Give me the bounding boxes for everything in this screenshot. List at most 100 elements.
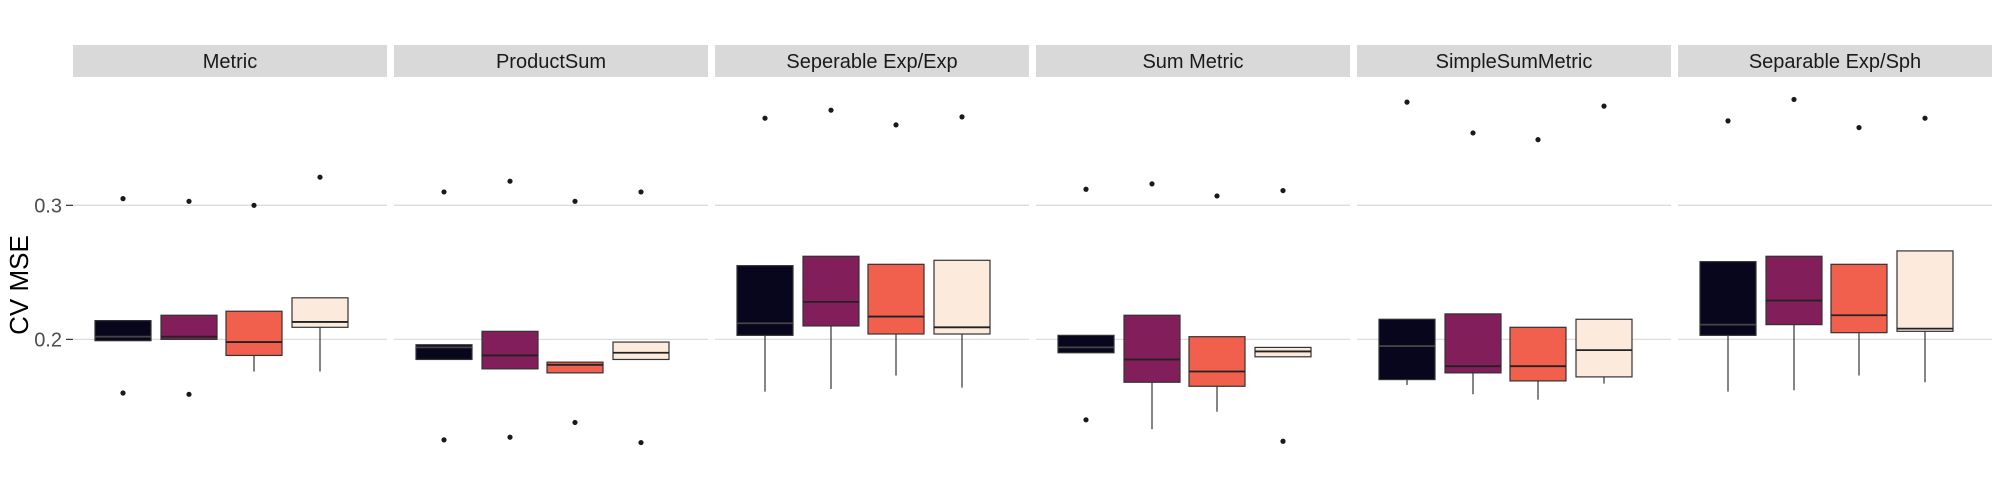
boxplot-box <box>1509 137 1567 400</box>
facet-strip-label: Sum Metric <box>1142 51 1243 73</box>
facet-panel: ProductSum <box>394 45 708 446</box>
facet-strip <box>1357 45 1671 77</box>
outlier-point <box>441 437 447 443</box>
box-iqr <box>1830 263 1888 334</box>
outlier-point <box>893 122 899 128</box>
facet-strip <box>1678 45 1992 77</box>
facet-panel: SimpleSumMetric <box>1357 45 1671 400</box>
boxplot-box <box>1057 186 1115 423</box>
boxplot-box <box>1444 130 1502 395</box>
outlier-point <box>1791 96 1797 103</box>
y-axis: 0.2 0.3 <box>34 195 73 351</box>
outlier-point <box>1280 187 1286 194</box>
box-iqr <box>933 259 991 335</box>
outlier-point <box>186 391 192 397</box>
outlier-point <box>638 439 644 446</box>
boxplot-box <box>1188 193 1246 412</box>
outlier-point <box>1404 99 1410 105</box>
box-iqr <box>1378 318 1436 381</box>
boxplot-box <box>933 114 991 388</box>
facet-panels: Metric ProductSum Seperable Exp/Exp Sum Met… <box>73 45 1992 446</box>
outlier-point <box>317 174 323 180</box>
box-iqr <box>481 330 539 370</box>
box-iqr <box>1188 336 1246 387</box>
outlier-point <box>762 115 768 121</box>
facet-strip <box>73 45 387 77</box>
outlier-point <box>1470 130 1476 136</box>
box-iqr <box>291 297 349 328</box>
boxplot-box <box>1123 181 1181 430</box>
boxplot-box <box>546 198 604 426</box>
outlier-point <box>1149 181 1155 187</box>
box-iqr <box>1699 261 1757 336</box>
outlier-point <box>1280 438 1286 444</box>
boxplot-box <box>160 198 218 397</box>
facet-panel: Separable Exp/Sph <box>1678 45 1992 392</box>
box-iqr <box>160 314 218 340</box>
outlier-point <box>120 196 126 202</box>
boxplot-box <box>736 115 794 392</box>
box-iqr <box>1123 314 1181 383</box>
box-iqr <box>546 361 604 374</box>
box-iqr <box>225 310 283 357</box>
facet-panel: Metric <box>73 45 387 397</box>
boxplot-box <box>1378 99 1436 385</box>
outlier-point <box>120 390 126 396</box>
box-iqr <box>802 255 860 327</box>
outlier-point <box>1856 124 1862 131</box>
boxplot-box <box>415 189 473 443</box>
box-iqr <box>1509 326 1567 382</box>
outlier-point <box>1083 417 1089 423</box>
outlier-point <box>638 189 644 195</box>
box-iqr <box>1057 334 1115 354</box>
y-tick-label: 0.3 <box>34 195 62 217</box>
outlier-point <box>441 189 447 195</box>
outlier-point <box>1725 118 1731 124</box>
boxplot-box <box>612 189 670 446</box>
y-axis-label: CV MSE <box>4 235 34 335</box>
box-iqr <box>612 341 670 361</box>
box-iqr <box>1575 318 1633 378</box>
boxplot-box <box>1830 124 1888 376</box>
facet-strip <box>715 45 1029 77</box>
box-iqr <box>736 265 794 336</box>
facet-panel: Sum Metric <box>1036 45 1350 444</box>
outlier-point <box>1535 137 1541 143</box>
box-iqr <box>415 344 473 361</box>
boxplot-box <box>1699 118 1757 392</box>
outlier-point <box>1214 193 1220 199</box>
facet-strip-label: Metric <box>203 51 257 73</box>
outlier-point <box>572 198 578 204</box>
boxplot-box <box>291 174 349 372</box>
boxplot-box <box>94 196 152 396</box>
boxplot-box <box>225 202 283 372</box>
boxplot-box <box>481 178 539 440</box>
outlier-point <box>572 419 578 426</box>
outlier-point <box>1083 186 1089 192</box>
boxplot-box <box>1765 96 1823 391</box>
box-iqr <box>1444 313 1502 374</box>
outlier-point <box>959 114 965 120</box>
facet-strip-label: SimpleSumMetric <box>1436 51 1593 73</box>
box-iqr <box>1896 250 1954 332</box>
boxplot-box <box>1575 103 1633 384</box>
outlier-point <box>828 107 834 113</box>
boxplot-box <box>802 107 860 389</box>
outlier-point <box>251 202 257 208</box>
outlier-point <box>1922 115 1928 121</box>
boxplot-box <box>1254 187 1312 444</box>
boxplot-box <box>867 122 925 376</box>
facet-strip <box>1036 45 1350 77</box>
outlier-point <box>507 434 513 440</box>
y-tick-label: 0.2 <box>34 329 62 351</box>
box-iqr <box>94 320 152 342</box>
outlier-point <box>507 178 513 184</box>
facet-strip-label: ProductSum <box>496 51 606 73</box>
boxplot-box <box>1896 115 1954 383</box>
facet-strip <box>394 45 708 77</box>
facet-strip-label: Separable Exp/Sph <box>1749 51 1921 73</box>
box-iqr <box>1765 255 1823 326</box>
facet-strip-label: Seperable Exp/Exp <box>786 51 957 73</box>
box-iqr <box>867 263 925 335</box>
